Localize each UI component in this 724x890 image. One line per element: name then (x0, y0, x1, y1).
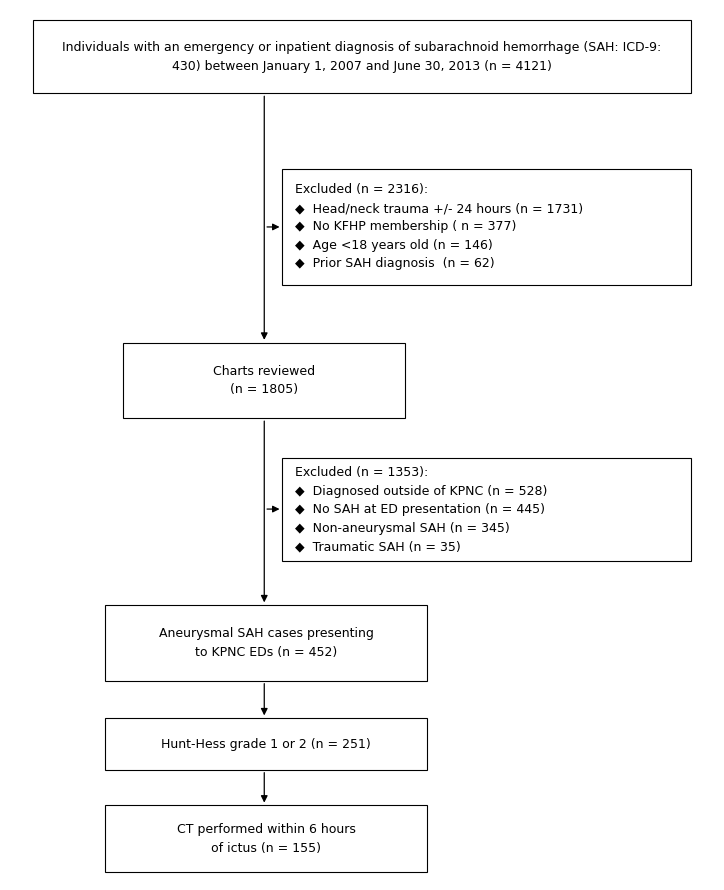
Text: Excluded (n = 2316):
◆  Head/neck trauma +/- 24 hours (n = 1731)
◆  No KFHP memb: Excluded (n = 2316): ◆ Head/neck trauma … (295, 183, 584, 271)
Text: Individuals with an emergency or inpatient diagnosis of subarachnoid hemorrhage : Individuals with an emergency or inpatie… (62, 41, 662, 73)
Text: CT performed within 6 hours
of ictus (n = 155): CT performed within 6 hours of ictus (n … (177, 823, 355, 854)
FancyBboxPatch shape (33, 20, 691, 93)
Text: Aneurysmal SAH cases presenting
to KPNC EDs (n = 452): Aneurysmal SAH cases presenting to KPNC … (159, 627, 374, 659)
FancyBboxPatch shape (282, 169, 691, 285)
Text: Hunt-Hess grade 1 or 2 (n = 251): Hunt-Hess grade 1 or 2 (n = 251) (161, 738, 371, 750)
FancyBboxPatch shape (105, 805, 427, 872)
Text: Charts reviewed
(n = 1805): Charts reviewed (n = 1805) (213, 365, 316, 396)
FancyBboxPatch shape (105, 605, 427, 681)
FancyBboxPatch shape (282, 458, 691, 561)
FancyBboxPatch shape (123, 343, 405, 418)
Text: Excluded (n = 1353):
◆  Diagnosed outside of KPNC (n = 528)
◆  No SAH at ED pres: Excluded (n = 1353): ◆ Diagnosed outside… (295, 466, 548, 553)
FancyBboxPatch shape (105, 718, 427, 770)
